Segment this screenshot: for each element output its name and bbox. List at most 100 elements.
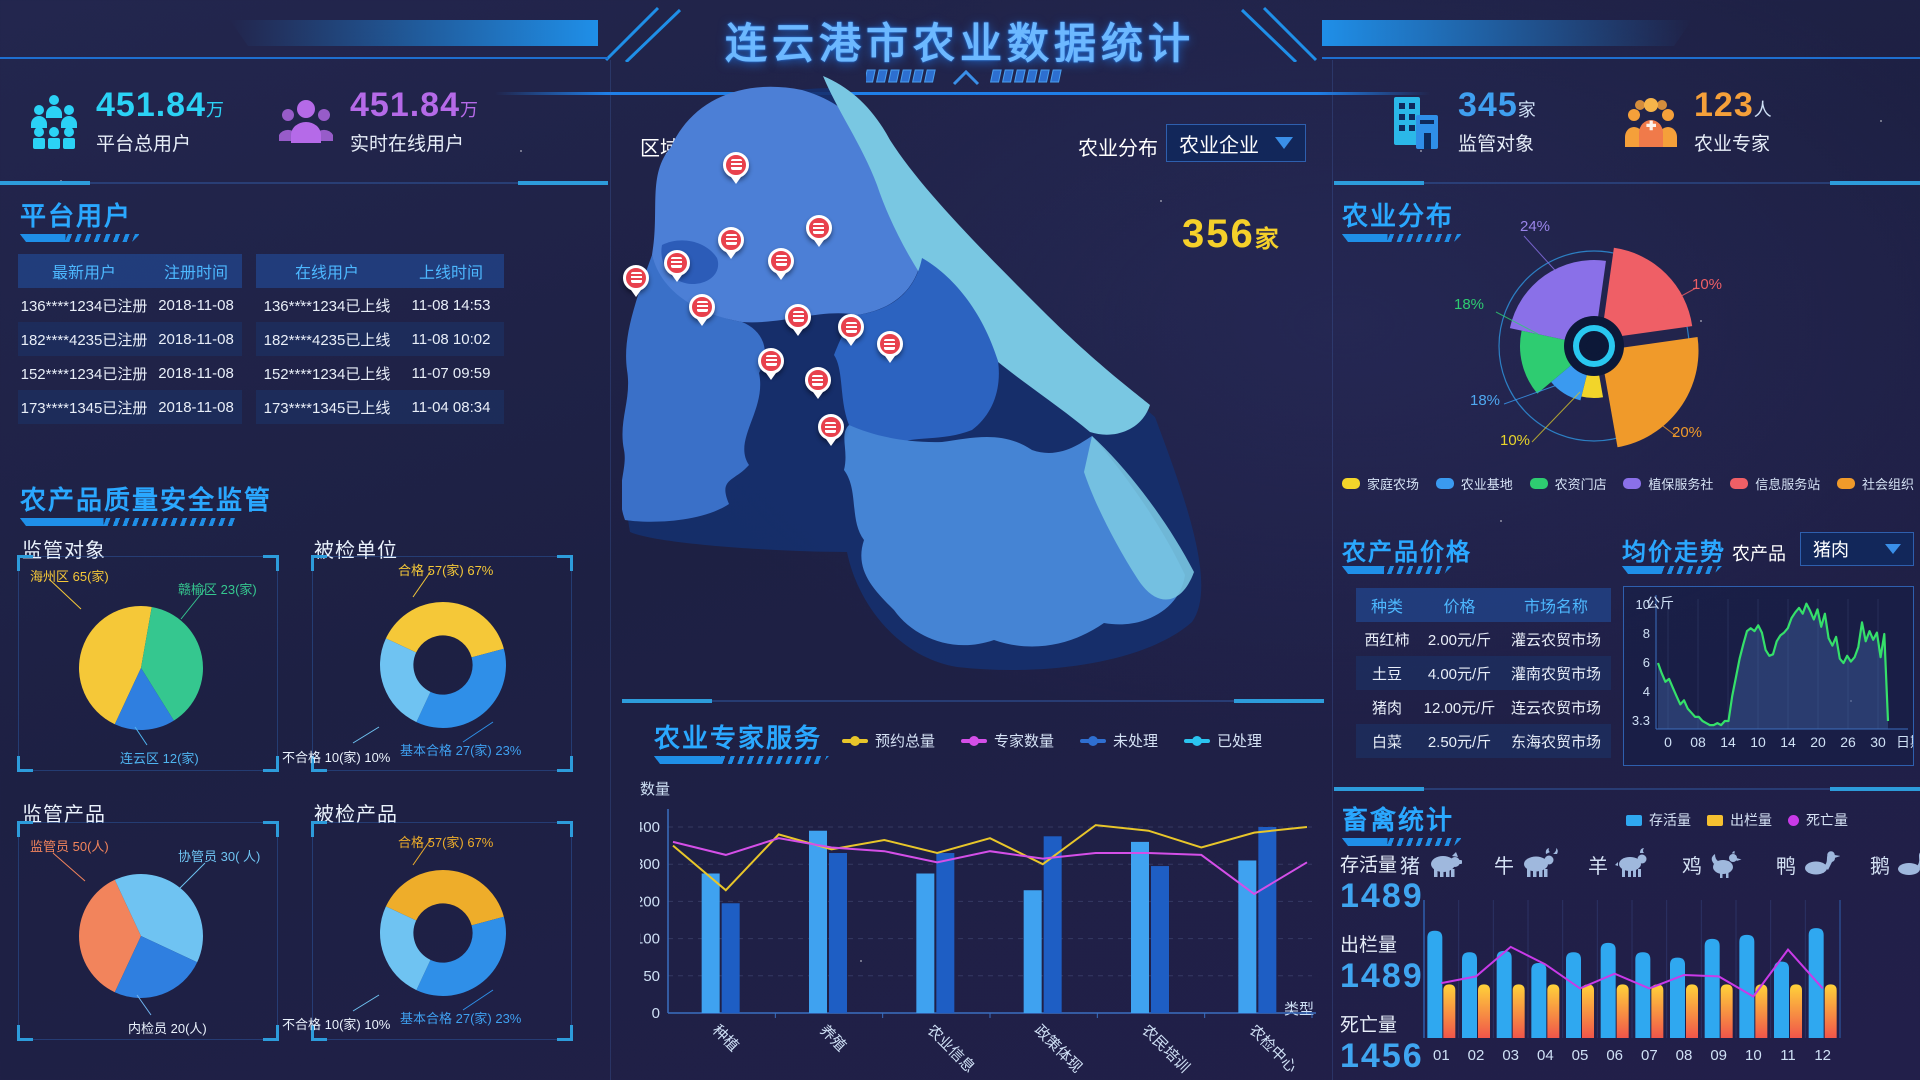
- table-row: 152****1234已上线 11-07 09:59: [256, 356, 504, 390]
- rose-leader-lines: [1495, 235, 1697, 443]
- legend-item[interactable]: 预约总量: [842, 730, 935, 751]
- legend-swatch: [1707, 814, 1723, 826]
- livestock-stat-value: 1456: [1340, 1037, 1424, 1075]
- legend-item[interactable]: 植保服务社: [1623, 474, 1713, 493]
- legend-label: 存活量: [1649, 812, 1691, 828]
- animal-item-鸡[interactable]: 鸡: [1682, 848, 1746, 880]
- table-row: 136****1234已上线 11-08 14:53: [256, 288, 504, 322]
- enterprise-count-badge: 356家: [1182, 212, 1279, 256]
- supervised-objects-pie-chart: [78, 605, 204, 730]
- chart-label-supervised-products: 监管产品: [22, 804, 106, 826]
- map-pin[interactable]: [838, 314, 865, 347]
- legend-item[interactable]: 家庭农场: [1342, 474, 1419, 493]
- users-group-icon: [31, 95, 77, 149]
- distribution-label: 农业分布: [1078, 138, 1158, 160]
- animal-item-猪[interactable]: 猪: [1400, 848, 1464, 880]
- livestock-stat: 出栏量 1489: [1340, 930, 1422, 996]
- header-streak-left: [230, 20, 598, 46]
- legend-label: 已处理: [1217, 733, 1263, 750]
- map-pin[interactable]: [804, 367, 831, 399]
- legend-item[interactable]: 已处理: [1184, 730, 1262, 751]
- animal-label: 猪: [1400, 855, 1420, 878]
- online-table: 在线用户 上线时间 136****1234已上线 11-08 14:53 182****…: [256, 254, 504, 424]
- svg-text:03: 03: [1502, 1047, 1519, 1064]
- legend-item[interactable]: 农业基地: [1435, 474, 1513, 493]
- svg-text:02: 02: [1468, 1047, 1485, 1064]
- legend-item[interactable]: 出栏量: [1707, 810, 1772, 830]
- table-row: 猪肉 12.00元/斤 连云农贸市场: [1356, 690, 1611, 724]
- table-cell: 东海农贸市场: [1510, 733, 1601, 751]
- map-pin[interactable]: [805, 215, 832, 248]
- map-pin[interactable]: [785, 303, 812, 336]
- panel-separator-right: [1332, 60, 1333, 1080]
- map-pin[interactable]: [768, 247, 795, 280]
- pie-label: 合格 57(家) 67%: [398, 835, 494, 850]
- title-decoration: [866, 69, 1062, 86]
- animal-item-鹅[interactable]: 鹅: [1870, 848, 1920, 880]
- distribution-dropdown[interactable]: 农业企业: [1166, 124, 1306, 162]
- chevron-down-icon: [1885, 544, 1901, 554]
- supervised-products-pie-chart: [79, 874, 203, 998]
- table-cell: 182****4235已注册: [20, 331, 148, 349]
- svg-text:养殖: 养殖: [816, 1022, 849, 1055]
- divider: [1334, 787, 1920, 791]
- table-cell: 西红柿: [1364, 631, 1410, 649]
- table-row: 白菜 2.50元/斤 东海农贸市场: [1356, 724, 1611, 758]
- legend-item[interactable]: 专家数量: [961, 730, 1054, 751]
- table-cell: 4.00元/斤: [1427, 665, 1492, 683]
- svg-text:20: 20: [1810, 734, 1826, 750]
- legend-item[interactable]: 农资门店: [1529, 474, 1607, 493]
- pie-label: 监管员 50(人): [30, 839, 109, 854]
- legend-item[interactable]: 社会组织: [1836, 474, 1914, 493]
- map-pin[interactable]: [876, 331, 903, 364]
- map-regions: [620, 76, 1202, 670]
- panel-separator-left: [610, 60, 611, 1080]
- map-pin[interactable]: [663, 249, 690, 282]
- 鹅-animal-icon: [1898, 852, 1920, 875]
- animal-label: 羊: [1588, 855, 1608, 878]
- table-cell: 2.00元/斤: [1427, 631, 1492, 649]
- table-row: 土豆 4.00元/斤 灌南农贸市场: [1356, 656, 1611, 690]
- livestock-stats: 存活量 1489 出栏量 1489 死亡量 1456: [1340, 850, 1424, 1080]
- rose-pct-label: 18%: [1454, 296, 1485, 313]
- animal-item-羊[interactable]: 羊: [1588, 848, 1652, 880]
- section-title-price-trend: 均价走势: [1622, 539, 1726, 566]
- table-header-row: 在线用户 上线时间: [256, 254, 504, 288]
- map-region-west: [620, 255, 765, 522]
- svg-text:农民培训: 农民培训: [1138, 1022, 1192, 1075]
- map-pin[interactable]: [689, 293, 716, 326]
- pie-label: 协管员 30( 人): [178, 849, 261, 864]
- header-line-right: [1322, 57, 1920, 59]
- legend-label: 出栏量: [1730, 812, 1772, 828]
- product-dropdown[interactable]: 猪肉: [1800, 532, 1914, 566]
- map-pin[interactable]: [718, 226, 745, 259]
- legend-item[interactable]: 存活量: [1626, 810, 1691, 830]
- animal-item-鸭[interactable]: 鸭: [1776, 848, 1840, 880]
- animal-item-牛[interactable]: 牛: [1494, 848, 1558, 880]
- legend-item[interactable]: 信息服务站: [1730, 474, 1820, 493]
- leader-lines: [352, 838, 494, 1012]
- pie-label: 不合格 10(家) 10%: [282, 750, 391, 765]
- svg-text:08: 08: [1690, 734, 1706, 750]
- map-pin[interactable]: [817, 414, 844, 447]
- livestock-chart: 01 02 03 04 05 06 07 08 09 10 11 12: [1423, 900, 1841, 1064]
- table-cell: 注册时间: [163, 265, 228, 282]
- pin-glyph: [775, 255, 787, 267]
- map-pin[interactable]: [758, 347, 785, 380]
- map-pin[interactable]: [623, 264, 650, 297]
- map-pin[interactable]: [723, 151, 750, 184]
- svg-text:14: 14: [1720, 734, 1736, 750]
- legend-item[interactable]: 死亡量: [1788, 810, 1848, 830]
- svg-text:06: 06: [1606, 1047, 1623, 1064]
- table-cell: 136****1234已注册: [20, 297, 148, 315]
- legend-swatch: [1730, 478, 1749, 489]
- table-cell: 连云农贸市场: [1510, 699, 1601, 717]
- pie-label: 内检员 20(人): [128, 1021, 207, 1036]
- svg-text:07: 07: [1641, 1047, 1658, 1064]
- legend-item[interactable]: 未处理: [1080, 730, 1158, 751]
- legend-swatch: [842, 735, 868, 746]
- chart-label-inspected-products: 被检产品: [314, 804, 398, 826]
- legend-label: 预约总量: [875, 733, 936, 750]
- divider: [622, 699, 1324, 703]
- section-underline: [1342, 234, 1462, 242]
